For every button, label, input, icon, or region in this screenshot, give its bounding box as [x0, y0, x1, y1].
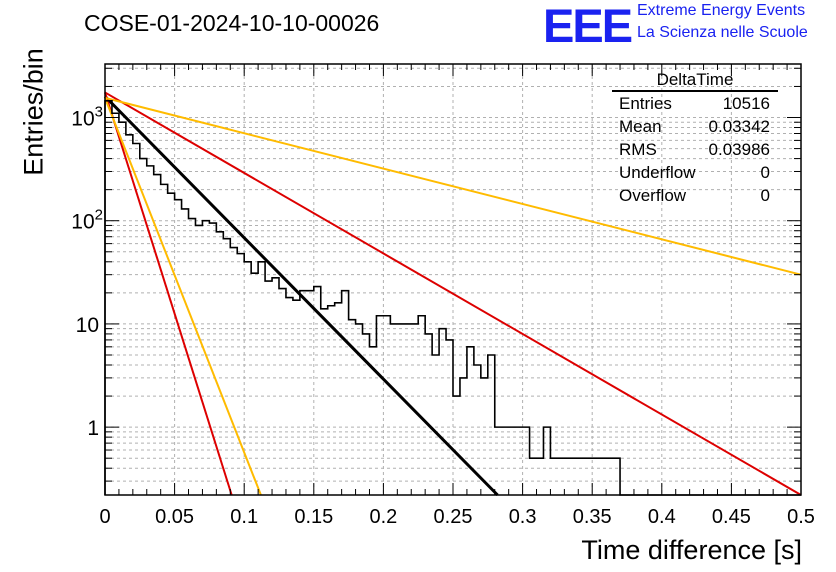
stats-label: Underflow: [619, 163, 696, 182]
stats-label: Overflow: [619, 186, 687, 205]
eee-logo: EEE: [543, 0, 633, 52]
y-tick-label: 1: [87, 417, 99, 440]
fit-curve: [103, 95, 499, 497]
x-tick-label: 0.4: [648, 506, 676, 528]
x-tick-label: 0.25: [434, 506, 473, 528]
fit-curves: [103, 91, 802, 497]
stats-label: RMS: [619, 140, 657, 159]
axis-ticks: [104, 64, 802, 495]
x-tick-label: 0.05: [155, 506, 194, 528]
stats-row-mean: Mean 0.03342: [612, 115, 778, 138]
fit-curve: [104, 97, 262, 496]
stats-value: 0: [760, 186, 770, 205]
x-tick-label: 0.1: [230, 506, 258, 528]
stats-box: DeltaTime Entries 10516 Mean 0.03342 RMS…: [612, 70, 778, 207]
y-tick-label: 103: [71, 104, 103, 131]
x-axis-label: Time difference [s]: [581, 535, 802, 565]
x-tick-label: 0.15: [294, 506, 333, 528]
x-tick-label: 0.5: [787, 506, 815, 528]
stats-value: 0.03342: [708, 117, 770, 136]
fit-curve: [104, 92, 233, 496]
x-tick-label: 0.3: [509, 506, 537, 528]
y-tick-label: 10: [76, 314, 99, 337]
stats-row-rms: RMS 0.03986: [612, 138, 778, 161]
x-tick-label: 0.45: [712, 506, 751, 528]
stats-value: 0.03986: [708, 140, 770, 159]
stats-row-entries: Entries 10516: [612, 92, 778, 115]
fit-curve: [104, 96, 802, 276]
logo-subtitle-1: Extreme Energy Events: [637, 2, 806, 19]
y-axis-label: Entries/bin: [18, 48, 49, 176]
logo-subtitle-2: La Scienza nelle Scuole: [637, 24, 808, 41]
stats-title: DeltaTime: [612, 70, 778, 92]
chart-title: COSE-01-2024-10-10-00026: [84, 10, 380, 36]
stats-label: Mean: [619, 117, 662, 136]
stats-row-overflow: Overflow 0: [612, 184, 778, 207]
tick-labels: 0 0.05 0.1 0.15 0.2 0.25 0.3 0.35 0.4 0.45 0.5 1 10 1…: [71, 104, 815, 528]
x-tick-label: 0.2: [369, 506, 397, 528]
stats-label: Entries: [619, 94, 672, 113]
fit-curve: [104, 91, 802, 496]
x-tick-label: 0.35: [573, 506, 612, 528]
x-tick-label: 0: [99, 506, 110, 528]
stats-row-underflow: Underflow 0: [612, 161, 778, 184]
y-tick-label: 102: [71, 207, 103, 234]
stats-value: 0: [760, 163, 770, 182]
stats-value: 10516: [722, 94, 770, 113]
